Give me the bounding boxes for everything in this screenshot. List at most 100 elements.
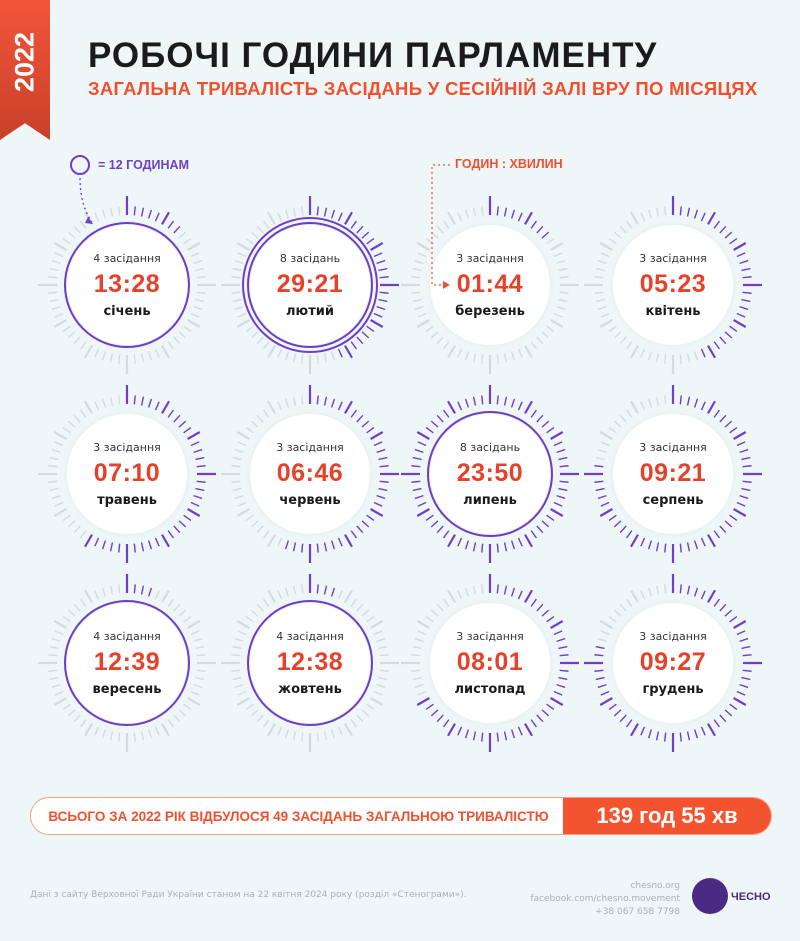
clock-tick — [250, 609, 259, 617]
clock-tick — [510, 351, 516, 361]
clock-tick — [118, 584, 121, 594]
clock-tick — [101, 351, 107, 361]
clock-tick — [277, 726, 283, 736]
clock-tick — [195, 456, 205, 461]
clock-tick — [370, 431, 384, 440]
clock-tick — [713, 409, 721, 418]
clock-tick — [361, 520, 370, 528]
clock-tick — [361, 709, 370, 717]
clock-tick — [436, 225, 444, 234]
clock-tick — [693, 587, 699, 597]
clock-tick — [724, 609, 733, 617]
clock-tick — [84, 345, 93, 359]
clock-tick — [232, 645, 242, 650]
clock-tick — [67, 520, 76, 528]
duration: 09:27 — [639, 647, 707, 676]
clock-tick — [412, 267, 422, 272]
clock-tick — [558, 487, 568, 492]
clock-tick — [442, 341, 450, 350]
clock-tick — [530, 530, 538, 539]
clock-tick — [503, 396, 508, 406]
clock-tick — [599, 319, 613, 328]
clock-tick — [553, 501, 563, 507]
clock-tick — [316, 732, 319, 742]
month-name: червень — [279, 492, 341, 508]
clock-tick — [109, 353, 114, 363]
clock-tick — [378, 267, 388, 272]
clock-tick — [447, 400, 456, 414]
clock-tick — [600, 501, 610, 507]
clock-tick — [597, 683, 607, 689]
clock-tick — [183, 514, 192, 522]
clock-tick — [196, 480, 206, 483]
clock-tick — [337, 348, 343, 358]
clock-tick — [619, 525, 627, 534]
clock-tick — [613, 609, 622, 617]
clock-tick — [457, 212, 463, 222]
clock-tick — [292, 396, 297, 406]
legend-circle-label: = 12 ГОДИНАМ — [98, 158, 189, 172]
clock-tick — [472, 396, 477, 406]
clock-tick — [196, 465, 206, 468]
clock-tick — [67, 420, 76, 428]
clock-tick — [700, 348, 706, 358]
clock-tick — [447, 589, 456, 603]
clock-tick — [608, 514, 617, 522]
clock-tick — [416, 697, 430, 706]
clock-tick — [595, 267, 605, 272]
clock-tick — [558, 298, 568, 303]
clock-tick — [530, 220, 538, 229]
clock-tick — [195, 298, 205, 303]
clock-tick — [49, 676, 59, 681]
clock-face: 3 засідання 07:10 травень — [67, 414, 187, 534]
clock-tick — [183, 615, 192, 623]
clock-tick — [49, 298, 59, 303]
clock-tick — [713, 530, 721, 539]
clock-tick — [608, 237, 617, 245]
clock-tick — [600, 630, 610, 636]
clock-tick — [245, 514, 254, 522]
clock-tick — [161, 400, 170, 414]
clock-tick — [600, 441, 610, 447]
clock-tick — [154, 537, 160, 547]
clock-tick — [430, 520, 439, 528]
clock-tick — [686, 396, 691, 406]
clock-tick — [73, 336, 81, 345]
clock-tick — [118, 206, 121, 216]
clock-tick — [48, 276, 58, 279]
clock-tick — [284, 540, 290, 550]
facebook-link[interactable]: facebook.com/chesno.movement — [530, 894, 680, 904]
clock-tick — [84, 723, 93, 737]
clock-tick — [679, 206, 682, 216]
clock-tick — [655, 731, 660, 741]
site-link[interactable]: chesno.org — [630, 881, 680, 891]
month-clock: 3 засідання 09:27 грудень — [583, 573, 763, 753]
clock-tick — [536, 603, 544, 612]
clock-tick — [183, 237, 192, 245]
clock-tick — [118, 395, 121, 405]
clock-tick — [546, 615, 555, 623]
clock-tick — [619, 714, 627, 723]
clock-face: 4 засідання 13:28 січень — [67, 225, 187, 345]
clock-tick — [49, 456, 59, 461]
clock-tick — [301, 354, 304, 364]
clock-tick — [316, 354, 319, 364]
clock-tick — [356, 414, 364, 423]
clock-tick — [344, 589, 353, 603]
clock-tick — [430, 709, 439, 717]
clock-tick — [94, 726, 100, 736]
clock-tick — [457, 590, 463, 600]
clock-tick — [62, 426, 71, 434]
page-subtitle: ЗАГАЛЬНА ТРИВАЛІСТЬ ЗАСІДАНЬ У СЕСІЙНІЙ … — [88, 78, 758, 99]
clock-face: 3 засідання 09:27 грудень — [613, 603, 733, 723]
circle-icon — [70, 155, 90, 175]
clock-tick — [79, 220, 87, 229]
clock-tick — [361, 231, 370, 239]
clock-tick — [301, 395, 304, 405]
clock-tick — [719, 225, 727, 234]
clock-tick — [724, 420, 733, 428]
clock-tick — [510, 209, 516, 219]
clock-tick — [256, 414, 264, 423]
clock-tick — [262, 598, 270, 607]
clock-tick — [190, 630, 200, 636]
